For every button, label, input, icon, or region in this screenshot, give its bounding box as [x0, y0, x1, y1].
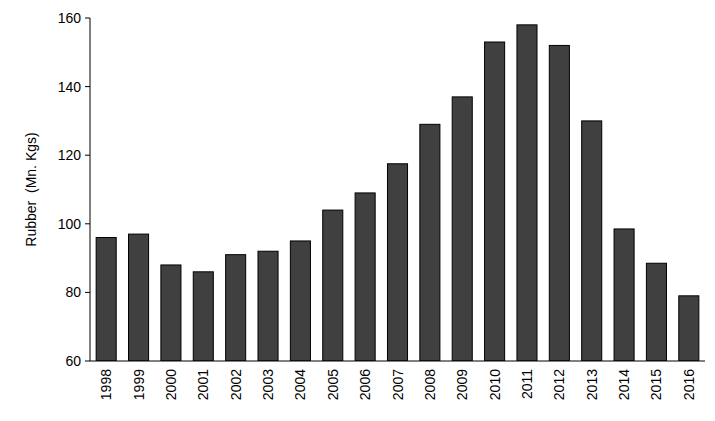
- y-tick-label: 120: [58, 147, 82, 163]
- chart-container: 60 80 100 120 140 160 1998 1999 2000 2001 2002 2003…: [0, 0, 715, 421]
- x-tick-label: 2006: [357, 369, 373, 400]
- bar: [129, 234, 149, 361]
- x-axis-line: [90, 361, 705, 362]
- y-tick: [85, 155, 90, 156]
- x-tick-label: 2015: [648, 369, 664, 400]
- y-tick: [85, 223, 90, 224]
- bar: [582, 121, 602, 361]
- x-tick-label: 2008: [422, 369, 438, 400]
- x-tick-label: 2002: [228, 369, 244, 400]
- x-tick-label: 2011: [519, 369, 535, 399]
- x-tick-label: 1999: [131, 369, 147, 400]
- bar: [258, 251, 278, 361]
- bars: [96, 25, 699, 361]
- y-tick-label: 80: [65, 284, 81, 300]
- y-tick: [85, 86, 90, 87]
- bar: [549, 45, 569, 361]
- bar: [193, 272, 213, 361]
- y-axis-line: [90, 18, 91, 361]
- y-tick: [85, 292, 90, 293]
- bar: [679, 296, 699, 361]
- x-tick-label: 2010: [487, 369, 503, 400]
- bar: [517, 25, 537, 361]
- x-tick-label: 2007: [390, 369, 406, 400]
- bar: [387, 164, 407, 361]
- y-tick-label: 60: [65, 353, 81, 369]
- bar: [355, 193, 375, 361]
- chart-svg: 60 80 100 120 140 160 1998 1999 2000 2001 2002 2003…: [0, 0, 715, 421]
- bar: [96, 238, 116, 361]
- bar: [485, 42, 505, 361]
- y-tick: [85, 361, 90, 362]
- x-tick-label: 2003: [260, 369, 276, 400]
- x-tick-label: 1998: [98, 369, 114, 400]
- x-tick-label: 2004: [292, 369, 308, 400]
- bar: [161, 265, 181, 361]
- bar: [290, 241, 310, 361]
- bar: [323, 210, 343, 361]
- x-tick-label: 2001: [195, 369, 211, 400]
- y-axis-title: Rubber (Mn. Kgs): [23, 132, 39, 246]
- bar: [452, 97, 472, 361]
- x-tick-label: 2016: [681, 369, 697, 400]
- x-tick-label: 2005: [325, 369, 341, 400]
- y-tick-label: 160: [58, 10, 82, 26]
- bar: [420, 124, 440, 361]
- bar: [614, 229, 634, 361]
- bar: [646, 263, 666, 361]
- x-tick-label: 2009: [454, 369, 470, 400]
- y-tick: [85, 18, 90, 19]
- y-tick-label: 140: [58, 79, 82, 95]
- x-tick-label: 2014: [616, 369, 632, 400]
- x-tick-label: 2000: [163, 369, 179, 400]
- x-tick-label: 2012: [551, 369, 567, 400]
- bar: [226, 255, 246, 361]
- x-tick-label: 2013: [584, 369, 600, 400]
- y-tick-label: 100: [58, 216, 82, 232]
